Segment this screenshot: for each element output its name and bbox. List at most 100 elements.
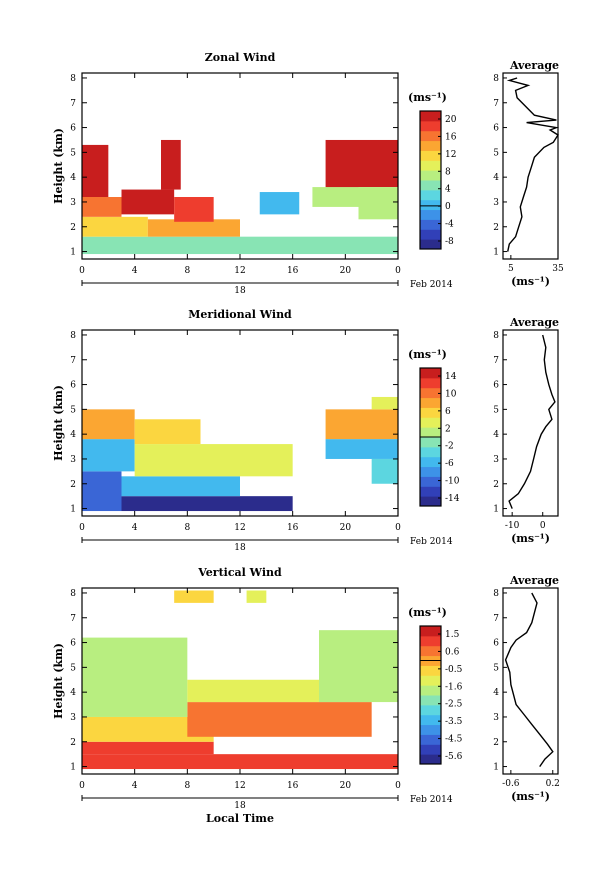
profile-y-tick-label: 6 <box>493 639 499 649</box>
profile-line <box>508 334 556 509</box>
colorbar-tick-label: 16 <box>445 132 457 142</box>
colorbar-tick-label: 0.6 <box>445 647 460 657</box>
colorbar-swatch <box>420 407 441 418</box>
colorbar-swatch <box>420 229 441 240</box>
profile-x-tick-label: 0 <box>540 521 546 531</box>
x-tick-label: 0 <box>79 781 85 791</box>
heatmap-cell <box>82 236 398 255</box>
date-tick-label: 18 <box>234 801 246 811</box>
x-tick-label: 0 <box>395 266 401 276</box>
heatmap-cell <box>325 439 398 459</box>
heatmap-cell <box>174 197 214 222</box>
panel-title: Zonal Wind <box>205 51 276 64</box>
heatmap-cell <box>371 458 398 484</box>
y-tick-label: 1 <box>70 248 76 258</box>
profile-y-tick-label: 3 <box>493 455 499 465</box>
profile-x-tick-label: 5 <box>508 264 514 274</box>
colorbar-swatch <box>420 437 441 448</box>
y-tick-label: 6 <box>70 639 76 649</box>
heatmap-cell <box>121 476 240 497</box>
colorbar-swatch <box>420 180 441 191</box>
x-tick-label: 12 <box>234 781 245 791</box>
colorbar-swatch <box>420 496 441 507</box>
colorbar-swatch <box>420 476 441 487</box>
colorbar-unit: (ms⁻¹) <box>408 606 447 619</box>
colorbar-swatch <box>420 645 441 657</box>
x-tick-label: 0 <box>79 266 85 276</box>
profile-y-tick-label: 1 <box>493 505 499 515</box>
heatmap-cell <box>174 590 214 603</box>
colorbar-swatch <box>420 377 441 389</box>
colorbar-swatch <box>420 456 441 468</box>
profile-y-tick-label: 3 <box>493 713 499 723</box>
y-tick-label: 8 <box>70 589 76 599</box>
colorbar-tick-label: 6 <box>445 407 451 417</box>
colorbar-tick-label: 14 <box>445 372 457 382</box>
profile-y-tick-label: 5 <box>493 405 499 415</box>
colorbar-frame <box>419 110 442 250</box>
heatmap-cell <box>134 444 293 477</box>
heatmap-cell <box>358 187 398 220</box>
profile-y-tick-label: 1 <box>493 248 499 258</box>
colorbar-swatch <box>420 219 441 230</box>
colorbar-swatch <box>420 199 441 211</box>
colorbar-swatch <box>420 120 441 132</box>
colorbar-swatch <box>420 635 441 647</box>
colorbar-tick-label: -2.5 <box>445 700 463 710</box>
colorbar-tick-label: -0.5 <box>445 665 463 675</box>
profile-y-tick-label: 4 <box>493 173 499 183</box>
colorbar-unit: (ms⁻¹) <box>408 91 447 104</box>
profile-y-tick-label: 3 <box>493 198 499 208</box>
heatmap-cell <box>371 396 398 410</box>
colorbar-swatch <box>420 714 441 726</box>
profile-frame <box>502 329 559 517</box>
colorbar-tick-label: -4.5 <box>445 735 463 745</box>
profile-y-tick-label: 8 <box>493 589 499 599</box>
colorbar-tick-label: -3.5 <box>445 717 463 727</box>
colorbar-swatch <box>420 189 441 201</box>
x-tick-label: 0 <box>395 781 401 791</box>
colorbar-frame <box>419 625 442 765</box>
profile-x-label: (ms⁻¹) <box>511 532 550 545</box>
y-tick-label: 3 <box>70 455 76 465</box>
x-tick-label: 4 <box>132 523 138 533</box>
colorbar-swatch <box>420 397 441 408</box>
colorbar-tick-label: 20 <box>445 115 457 125</box>
profile-y-tick-label: 6 <box>493 124 499 134</box>
colorbar-swatch <box>420 150 441 161</box>
y-tick-label: 3 <box>70 713 76 723</box>
profile-line <box>504 592 554 767</box>
profile-x-tick-label: 0.2 <box>546 779 560 789</box>
heatmap-cell <box>82 439 135 472</box>
profile-y-tick-label: 4 <box>493 430 499 440</box>
colorbar-swatch <box>420 417 441 428</box>
profile-y-tick-label: 1 <box>493 763 499 773</box>
date-tick-label: 18 <box>234 286 246 296</box>
x-tick-label: 0 <box>395 523 401 533</box>
x-tick-label: 20 <box>340 523 352 533</box>
colorbar-swatch <box>420 626 441 637</box>
colorbar-swatch <box>420 140 441 151</box>
colorbar-swatch <box>420 130 441 142</box>
y-axis-label: Height (km) <box>52 128 65 204</box>
profile-y-tick-label: 8 <box>493 74 499 84</box>
colorbar-swatch <box>420 695 441 706</box>
x-axis-label: Local Time <box>206 812 274 825</box>
colorbar-swatch <box>420 685 441 696</box>
date-label: Feb 2014 <box>410 795 453 805</box>
y-tick-label: 2 <box>70 738 76 748</box>
colorbar-swatch <box>420 724 441 735</box>
heatmap-cell <box>325 409 398 440</box>
colorbar-swatch <box>420 239 441 250</box>
heatmap-cell <box>187 679 319 703</box>
colorbar-tick-label: 8 <box>445 167 451 177</box>
colorbar-swatch <box>420 446 441 458</box>
profile-y-tick-label: 7 <box>493 356 499 366</box>
y-tick-label: 6 <box>70 381 76 391</box>
colorbar-swatch <box>420 744 441 755</box>
colorbar-tick-label: -4 <box>445 220 454 230</box>
y-tick-label: 4 <box>70 688 76 698</box>
colorbar-swatch <box>420 387 441 399</box>
colorbar-swatch <box>420 675 441 686</box>
profile-x-label: (ms⁻¹) <box>511 790 550 803</box>
